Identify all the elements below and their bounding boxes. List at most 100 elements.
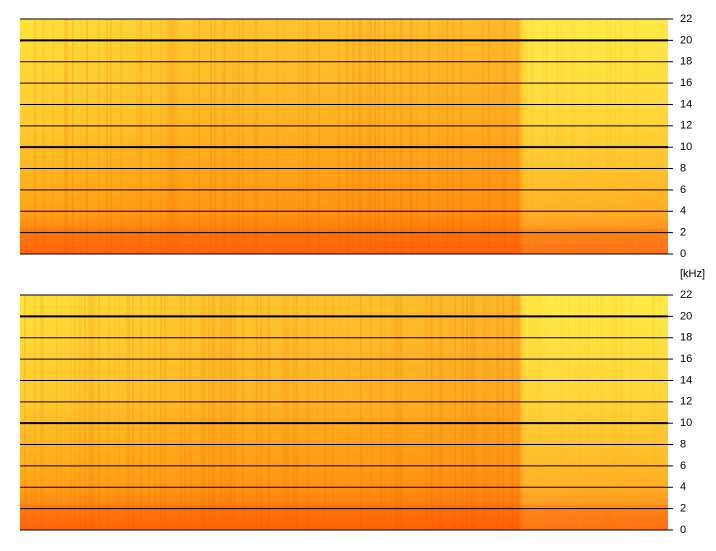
texture-stripe xyxy=(586,295,588,530)
texture-stripe xyxy=(460,295,462,530)
texture-stripe xyxy=(66,295,68,530)
texture-stripe xyxy=(302,19,304,254)
texture-stripe xyxy=(230,295,232,530)
texture-stripe xyxy=(634,19,636,254)
texture-stripe xyxy=(188,295,190,530)
texture-stripe xyxy=(502,295,504,530)
texture-stripe xyxy=(526,19,528,254)
texture-stripe xyxy=(268,295,270,530)
spectrogram-shade xyxy=(20,19,668,254)
texture-stripe xyxy=(294,295,296,530)
texture-stripe xyxy=(346,19,348,254)
texture-stripe xyxy=(306,19,308,254)
texture-stripe xyxy=(284,295,286,530)
texture-stripe xyxy=(36,19,38,254)
texture-stripe xyxy=(220,295,222,530)
texture-stripe xyxy=(380,295,382,530)
texture-stripe xyxy=(486,295,488,530)
texture-stripe xyxy=(204,19,206,254)
texture-stripe xyxy=(98,295,100,530)
y-tick-label: 12 xyxy=(680,396,692,408)
texture-stripe xyxy=(330,19,332,254)
texture-stripe xyxy=(318,19,320,254)
texture-stripe xyxy=(410,19,412,254)
texture-stripe xyxy=(504,19,506,254)
texture-stripe xyxy=(388,19,390,254)
texture-stripe xyxy=(150,19,152,254)
y-tick-label: 14 xyxy=(680,374,692,386)
texture-stripe xyxy=(450,295,452,530)
texture-stripe xyxy=(562,295,564,530)
texture-stripe xyxy=(128,295,130,530)
texture-stripe xyxy=(184,295,186,530)
texture-stripe xyxy=(72,19,74,254)
texture-stripe xyxy=(332,295,334,530)
texture-stripe xyxy=(430,295,432,530)
texture-stripe xyxy=(40,295,42,530)
texture-stripe xyxy=(98,19,100,254)
texture-stripe xyxy=(242,295,244,530)
texture-stripe xyxy=(658,295,660,530)
texture-stripe xyxy=(90,295,92,530)
texture-stripe xyxy=(352,19,354,254)
texture-stripe xyxy=(636,19,638,254)
texture-stripe xyxy=(528,295,530,530)
texture-stripe xyxy=(384,19,386,254)
texture-stripe xyxy=(306,295,308,530)
texture-stripe xyxy=(348,295,350,530)
texture-stripe xyxy=(660,19,662,254)
texture-stripe xyxy=(570,19,572,254)
texture-stripe xyxy=(204,295,206,530)
texture-stripe xyxy=(512,295,514,530)
texture-stripe xyxy=(56,19,58,254)
texture-stripe xyxy=(630,295,632,530)
spectrogram-panel xyxy=(20,19,668,254)
texture-stripe xyxy=(222,19,224,254)
texture-stripe xyxy=(234,19,236,254)
texture-stripe xyxy=(662,19,664,254)
texture-stripe xyxy=(214,19,216,254)
texture-stripe xyxy=(532,295,534,530)
texture-stripe xyxy=(400,295,402,530)
texture-stripe xyxy=(136,19,138,254)
texture-stripe xyxy=(568,295,570,530)
texture-stripe xyxy=(56,295,58,530)
texture-stripe xyxy=(262,295,264,530)
texture-stripe xyxy=(166,295,168,530)
texture-stripe xyxy=(32,295,34,530)
texture-stripe xyxy=(544,19,546,254)
texture-stripe xyxy=(580,19,582,254)
y-tick-label: 6 xyxy=(680,460,686,472)
texture-stripe xyxy=(66,19,68,254)
texture-stripe xyxy=(468,295,470,530)
texture-stripe xyxy=(148,295,150,530)
texture-stripe xyxy=(374,19,376,254)
texture-stripe xyxy=(52,19,54,254)
texture-stripe xyxy=(60,295,62,530)
texture-stripe xyxy=(602,295,604,530)
y-tick-label: 22 xyxy=(680,13,692,25)
texture-stripe xyxy=(426,295,428,530)
texture-stripe xyxy=(34,295,36,530)
texture-stripe xyxy=(260,295,262,530)
texture-stripe xyxy=(578,295,580,530)
texture-stripe xyxy=(116,19,118,254)
texture-stripe xyxy=(296,295,298,530)
texture-stripe xyxy=(132,295,134,530)
texture-stripe xyxy=(402,19,404,254)
texture-stripe xyxy=(614,19,616,254)
texture-stripe xyxy=(574,19,576,254)
texture-stripe xyxy=(490,295,492,530)
y-tick-label: 20 xyxy=(680,310,692,322)
texture-stripe xyxy=(462,19,464,254)
texture-stripe xyxy=(622,295,624,530)
texture-stripe xyxy=(524,295,526,530)
texture-stripe xyxy=(308,295,310,530)
texture-stripe xyxy=(488,19,490,254)
texture-stripe xyxy=(394,295,396,530)
texture-stripe xyxy=(534,295,536,530)
texture-stripe xyxy=(400,19,402,254)
texture-stripe xyxy=(216,19,218,254)
texture-stripe xyxy=(180,19,182,254)
texture-stripe xyxy=(454,295,456,530)
